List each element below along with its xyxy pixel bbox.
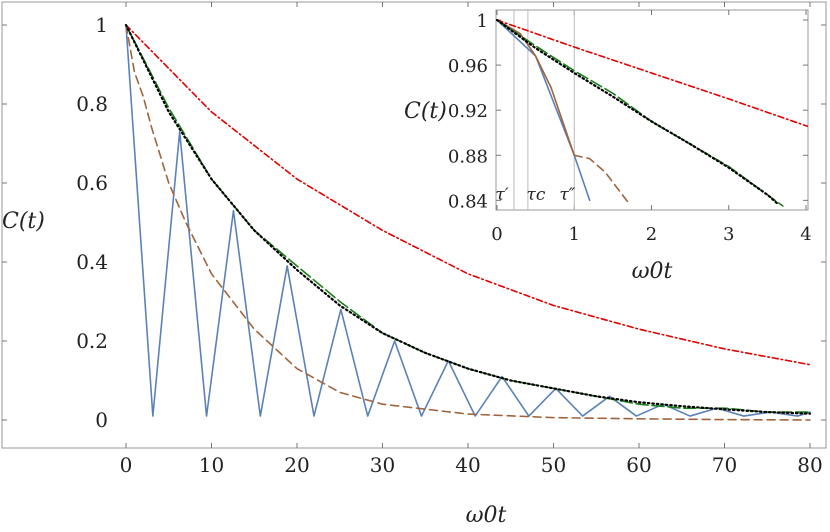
main-x-tick-label: 50: [541, 453, 566, 477]
main-x-tick-label: 30: [370, 453, 395, 477]
inset-x-tick-label: 1: [569, 224, 580, 245]
inset-x-tick-label: 4: [800, 224, 811, 245]
annotation-label: τ″: [559, 185, 575, 205]
annotation-label: τ′: [495, 185, 508, 205]
inset-series-solid-line: [496, 19, 576, 157]
main-series-solid-line: [125, 24, 811, 417]
inset-x-tick-label: 0: [491, 224, 502, 245]
main-y-tick-label: 0.6: [76, 171, 108, 195]
main-y-tick-label: 1: [95, 13, 108, 37]
inset-x-tick-label: 2: [646, 224, 657, 245]
inset-series-dotted-line: [496, 18, 781, 206]
inset-series-dashed-line: [573, 154, 630, 204]
main-x-tick-label: 40: [455, 453, 480, 477]
inset-y-tick-label: 0.92: [448, 101, 488, 122]
inset-y-tick-label: 0.88: [448, 146, 488, 167]
main-x-tick-label: 60: [626, 453, 651, 477]
main-series-dashed-line: [125, 24, 811, 421]
inset-y-axis-label: C(t): [404, 99, 447, 124]
inset-series-dash-dot-line: [496, 19, 808, 128]
main-y-tick-label: 0: [95, 408, 108, 432]
inset-x-axis-label: ω0t: [632, 259, 673, 284]
inset-panel: 0 1 2 3 4 0.84 0.88 0.92 0.96 1 τ′ τc τ″ ω0t C(t): [404, 9, 812, 284]
main-x-tick-label: 70: [712, 453, 737, 477]
main-x-axis-label: ω0t: [466, 503, 507, 528]
inset-y-tick-label: 1: [477, 11, 488, 32]
main-x-tick-label: 20: [284, 453, 309, 477]
main-x-tick-label: 0: [120, 453, 133, 477]
main-y-tick-label: 0.2: [76, 329, 108, 353]
main-series-dotted-line: [124, 23, 812, 415]
annotation-label: τc: [526, 185, 545, 205]
inset-y-tick-label: 0.84: [448, 191, 488, 212]
main-frame: [1, 1, 827, 449]
inset-y-tick-label: 0.96: [448, 56, 488, 77]
main-y-axis-label: C(t): [2, 209, 45, 234]
main-series-dash-dot-line: [125, 24, 811, 366]
main-x-tick-label: 10: [199, 453, 224, 477]
inset-frame: [495, 9, 809, 211]
main-y-tick-label: 0.8: [76, 92, 108, 116]
main-x-tick-label: 80: [797, 453, 822, 477]
inset-series-solid-line: [496, 19, 591, 202]
inset-x-tick-label: 3: [723, 224, 734, 245]
main-y-tick-label: 0.4: [76, 250, 108, 274]
